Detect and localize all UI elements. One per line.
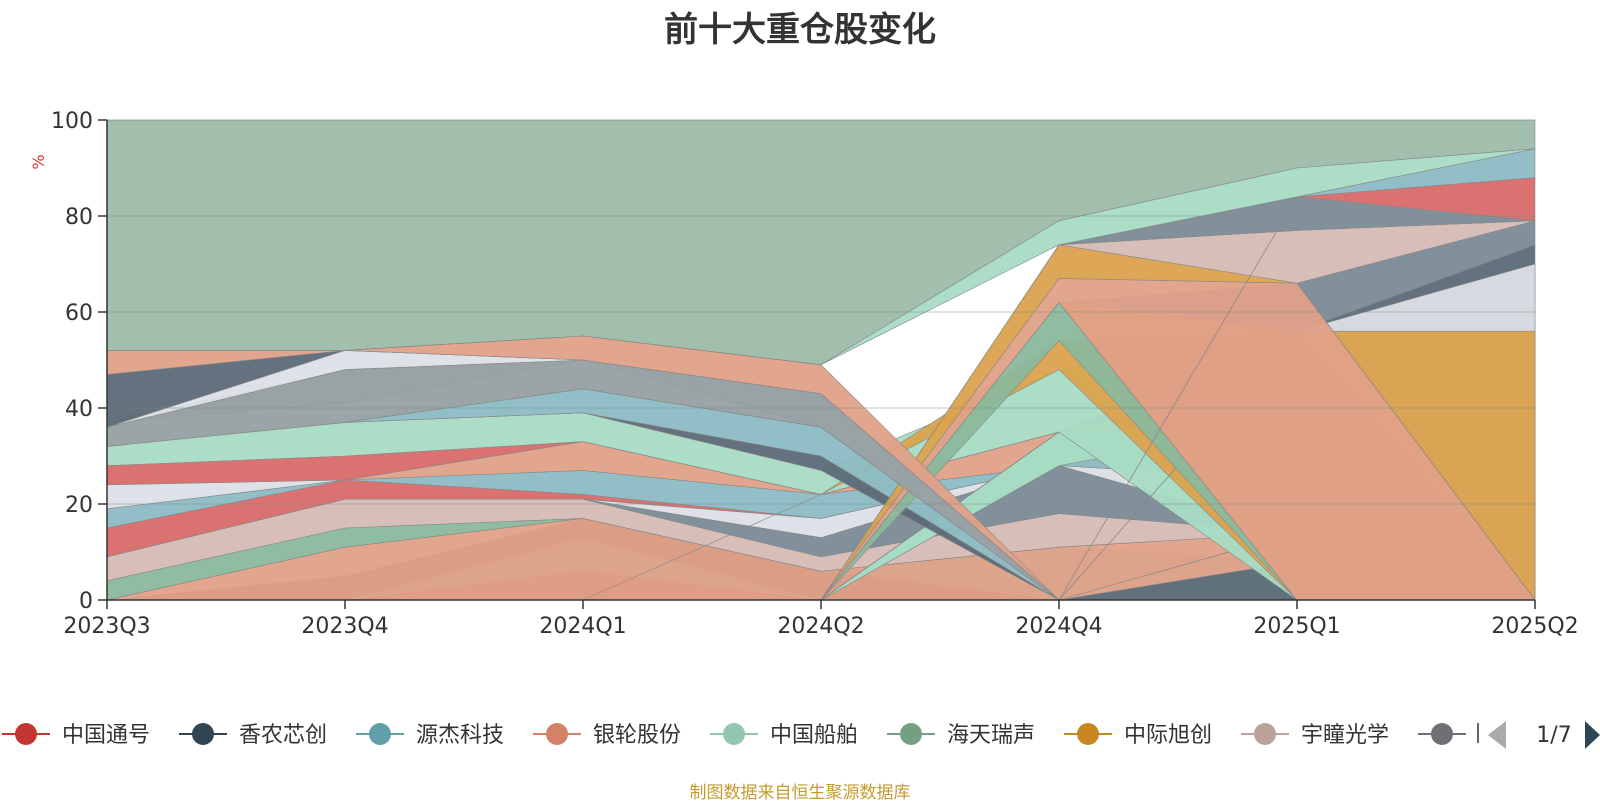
legend-label-3: 银轮股份: [593, 723, 681, 748]
legend-marker-3: [546, 723, 568, 745]
x-tick-label-0: 2023Q3: [63, 614, 150, 639]
legend-prev-page-icon[interactable]: [1488, 721, 1506, 749]
x-tick-label-5: 2025Q1: [1253, 614, 1340, 639]
y-tick-label-40: 40: [65, 397, 93, 422]
legend-item-3[interactable]: 银轮股份: [533, 723, 681, 748]
legend-item-7[interactable]: 宇瞳光学: [1241, 723, 1389, 748]
legend-item-0[interactable]: 中国通号: [2, 723, 150, 748]
legend-item-8[interactable]: [1418, 723, 1466, 745]
legend-marker-5: [900, 723, 922, 745]
y-axis-label: %: [29, 154, 48, 169]
legend-item-1[interactable]: 香农芯创: [179, 723, 327, 748]
legend-marker-0: [15, 723, 37, 745]
legend-item-5[interactable]: 海天瑞声: [887, 723, 1035, 748]
legend-marker-2: [369, 723, 391, 745]
y-tick-label-20: 20: [65, 493, 93, 518]
legend-label-6: 中际旭创: [1124, 723, 1212, 748]
legend-item-2[interactable]: 源杰科技: [356, 723, 504, 748]
x-tick-label-3: 2024Q2: [777, 614, 864, 639]
x-tick-label-4: 2024Q4: [1015, 614, 1102, 639]
y-tick-label-100: 100: [51, 109, 93, 134]
legend-label-2: 源杰科技: [416, 723, 504, 748]
legend-next-page-icon[interactable]: [1585, 721, 1600, 749]
x-tick-label-1: 2023Q4: [301, 614, 388, 639]
legend-label-0: 中国通号: [62, 723, 150, 748]
legend-marker-4: [723, 723, 745, 745]
x-tick-label-2: 2024Q1: [539, 614, 626, 639]
y-tick-label-0: 0: [79, 589, 93, 614]
legend-item-4[interactable]: 中国船舶: [710, 723, 858, 748]
legend-marker-7: [1254, 723, 1276, 745]
legend-label-1: 香农芯创: [239, 723, 327, 748]
plot-areas: [106, 119, 1536, 601]
y-tick-label-80: 80: [65, 205, 93, 230]
legend-item-6[interactable]: 中际旭创: [1064, 723, 1212, 748]
legend-label-7: 宇瞳光学: [1301, 723, 1389, 748]
legend-marker-6: [1077, 723, 1099, 745]
y-tick-label-60: 60: [65, 301, 93, 326]
grid-lines: [107, 119, 1535, 505]
axes: 0 20 40 60 80 100 2023Q3 2023Q4 2024Q1 2024Q2 2024…: [51, 109, 1579, 639]
legend-label-4: 中国船舶: [770, 723, 858, 748]
legend[interactable]: 中国通号 香农芯创 源杰科技 银轮股份 中国船舶 海天瑞声 中际旭创 宇瞳光学 1/7: [2, 721, 1600, 749]
chart-title: 前十大重仓股变化: [664, 10, 936, 50]
legend-page-indicator: 1/7: [1536, 723, 1571, 748]
legend-marker-8: [1431, 723, 1453, 745]
source-note: 制图数据来自恒生聚源数据库: [689, 783, 911, 803]
legend-label-5: 海天瑞声: [947, 723, 1035, 748]
x-tick-label-6: 2025Q2: [1491, 614, 1578, 639]
area-band-41: [107, 148, 1536, 366]
legend-marker-1: [192, 723, 214, 745]
